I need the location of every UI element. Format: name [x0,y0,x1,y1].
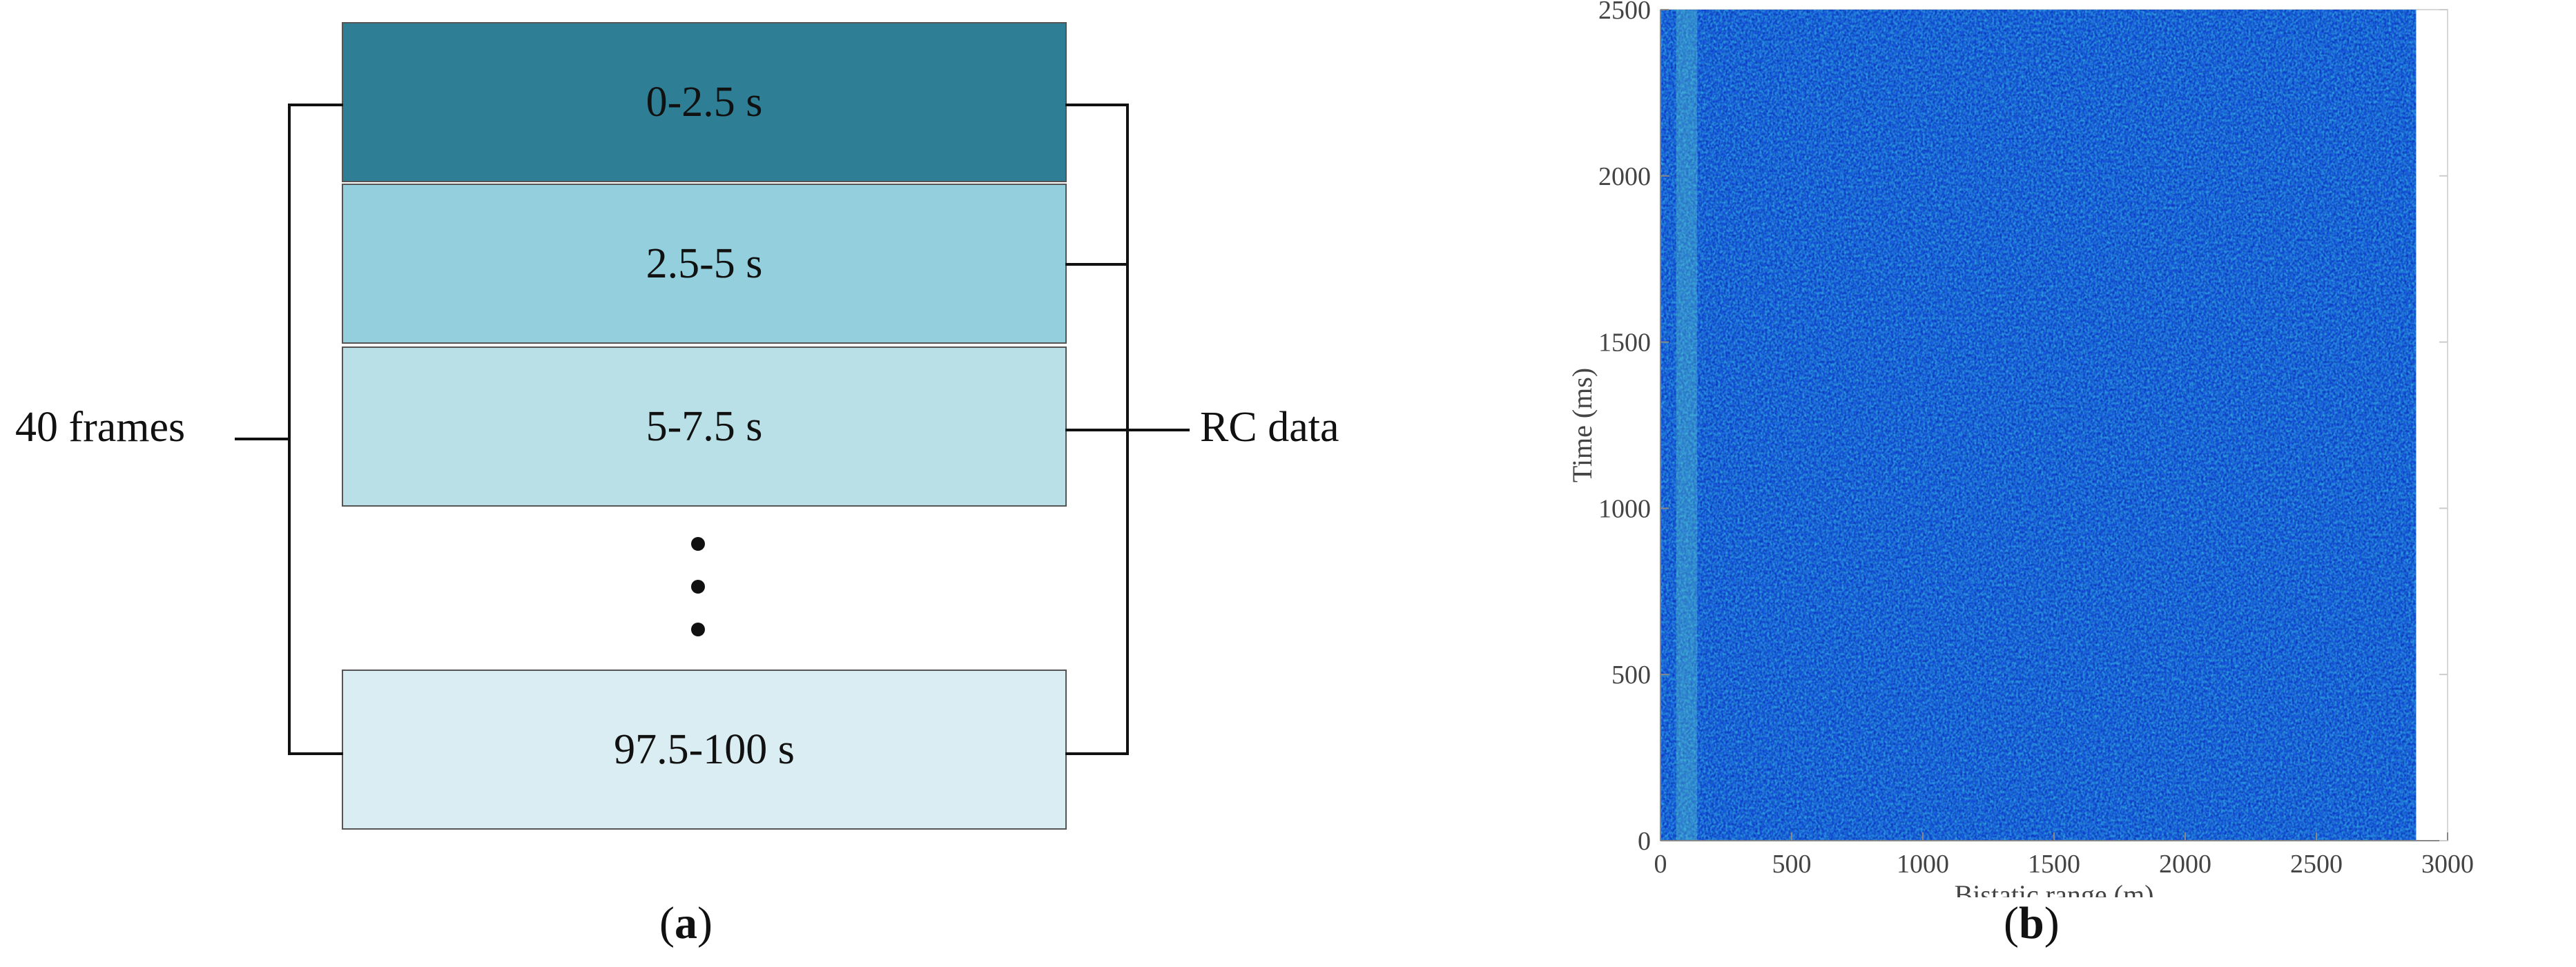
frame-box-0: 0-2.5 s [342,22,1067,182]
right-label: RC data [1200,404,1339,451]
y-tick-label-3: 1500 [1598,329,1651,358]
frame-box-3: 97.5-100 s [342,670,1067,830]
y-tick-label-5: 2500 [1598,0,1651,25]
frame-label-1: 2.5-5 s [646,240,763,287]
heatmap-shade [1660,10,2417,841]
x-axis-title: Bistatic range (m) [1955,879,2154,897]
y-tick-label-0: 0 [1638,827,1651,856]
caption-a: (a) [659,898,713,948]
y-tick-label-4: 2000 [1598,162,1651,191]
heatmap-chart: 0 500 1000 1500 2000 2500 3000 0 500 1000 1500 2000… [1567,0,2474,897]
x-tick-label-0: 0 [1654,850,1667,879]
x-tick-label-4: 2000 [2159,850,2211,879]
y-tick-label-1: 500 [1611,661,1651,690]
x-tick-label-5: 2500 [2290,850,2343,879]
bright-stripe-0 [1676,10,1698,841]
y-axis-title: Time (ms) [1567,368,1598,482]
frame-label-3: 97.5-100 s [614,725,795,773]
x-tick-label-6: 3000 [2421,850,2474,879]
x-tick-label-1: 500 [1772,850,1812,879]
x-tick-label-2: 1000 [1897,850,1949,879]
left-label: 40 frames [15,404,186,451]
frame-box-1: 2.5-5 s [342,184,1067,344]
caption-b: (b) [2004,898,2060,948]
frame-label-0: 0-2.5 s [646,78,763,126]
y-tick-label-2: 1000 [1598,494,1651,523]
x-tick-label-3: 1500 [2028,850,2080,879]
heatmap-image [1660,10,2417,841]
frame-box-2: 5-7.5 s [342,346,1067,507]
frame-label-2: 5-7.5 s [646,402,763,450]
